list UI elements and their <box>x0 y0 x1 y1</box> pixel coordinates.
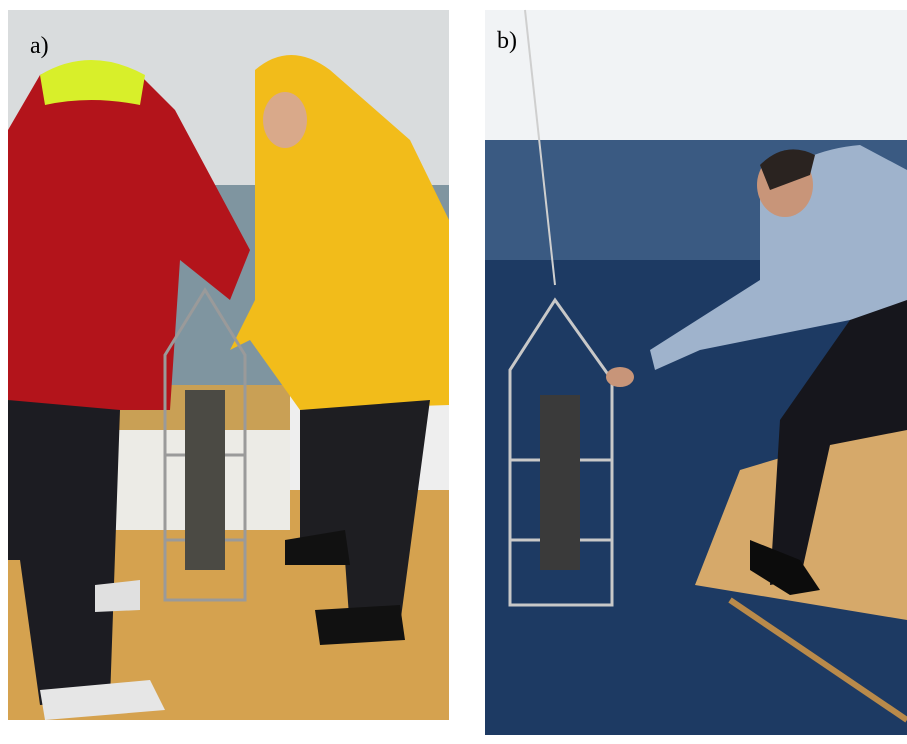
panel-label: a) <box>30 33 49 59</box>
photo-a <box>8 10 449 720</box>
photo-b <box>485 9 907 735</box>
panel-label: b) <box>497 28 517 54</box>
